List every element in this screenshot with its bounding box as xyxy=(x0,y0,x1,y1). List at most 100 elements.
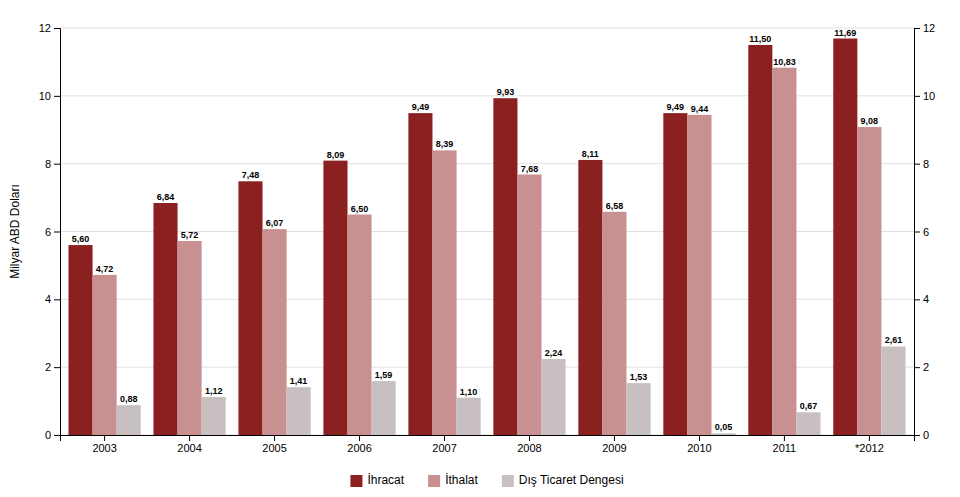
data-label: 11,50 xyxy=(749,34,771,44)
tick-mark xyxy=(54,367,60,368)
tick-mark xyxy=(914,232,920,233)
data-label: 9,44 xyxy=(691,104,709,114)
axis-line xyxy=(61,436,915,442)
tick-label: 2 xyxy=(45,361,51,373)
bar xyxy=(711,433,735,435)
tick-label: 2006 xyxy=(347,442,371,454)
data-label: 0,05 xyxy=(715,422,733,432)
data-label: 10,83 xyxy=(773,57,796,67)
legend-label: İthalat xyxy=(445,473,478,487)
tick-label: 2009 xyxy=(602,442,626,454)
data-label: 6,07 xyxy=(266,218,284,228)
tick-mark xyxy=(104,435,105,441)
axis-line xyxy=(54,29,61,436)
data-label: 1,10 xyxy=(460,387,478,397)
tick-mark xyxy=(54,164,60,165)
tick-label: 4 xyxy=(923,293,929,305)
bar xyxy=(238,181,262,435)
bar xyxy=(796,412,820,435)
tick-label: 2011 xyxy=(773,442,797,454)
tick-label: 2007 xyxy=(432,442,456,454)
data-label: 1,12 xyxy=(205,386,223,396)
tick: 10 xyxy=(914,90,935,102)
plot: 5,606,847,488,099,499,938,119,4911,5011,… xyxy=(39,22,936,454)
legend-item: Dış Ticaret Dengesi xyxy=(502,473,624,487)
tick-label: 2005 xyxy=(262,442,286,454)
tick: 12 xyxy=(914,22,935,34)
bar xyxy=(347,215,371,435)
tick-label: 8 xyxy=(923,158,929,170)
data-label: 9,49 xyxy=(667,102,685,112)
data-label: 0,88 xyxy=(120,394,138,404)
tick-mark xyxy=(699,435,700,441)
bar xyxy=(857,127,881,435)
tick: 2010 xyxy=(687,435,711,454)
tick: 0 xyxy=(914,429,929,441)
bar xyxy=(542,359,566,435)
bar xyxy=(408,113,432,435)
data-label: 6,58 xyxy=(606,201,624,211)
chart: 5,606,847,488,099,499,938,119,4911,5011,… xyxy=(0,0,960,497)
bar xyxy=(263,229,287,435)
data-label: 11,69 xyxy=(834,28,856,38)
data-label: 1,41 xyxy=(290,376,308,386)
tick-mark xyxy=(359,435,360,441)
x-axis: 2003 2004 2005 2006 2007 2008 2009 2010 2011 *201… xyxy=(61,435,915,454)
bar xyxy=(287,387,311,435)
tick-mark xyxy=(189,435,190,441)
legend-swatch xyxy=(428,475,440,487)
bar xyxy=(833,39,857,435)
tick-mark xyxy=(444,435,445,441)
bar xyxy=(493,98,517,435)
data-label: 2,61 xyxy=(885,335,903,345)
tick-mark xyxy=(869,435,870,441)
tick-label: 2008 xyxy=(517,442,541,454)
data-label: 6,50 xyxy=(351,204,369,214)
bar xyxy=(432,150,456,435)
tick: 2005 xyxy=(262,435,286,454)
bar xyxy=(117,405,141,435)
tick: 2004 xyxy=(177,435,201,454)
y2-axis: 0 2 4 6 8 10 12 xyxy=(914,22,935,441)
bar xyxy=(602,212,626,435)
data-label: 5,72 xyxy=(181,230,199,240)
data-label: 7,48 xyxy=(242,170,260,180)
tick: 6 xyxy=(914,226,929,238)
legend-item: İhracat xyxy=(350,473,404,487)
tick-label: 0 xyxy=(45,429,51,441)
legend: İhracat İthalat Dış Ticaret Dengesi xyxy=(350,473,623,487)
tick: 4 xyxy=(914,293,929,305)
bars xyxy=(68,39,905,435)
tick-mark xyxy=(614,435,615,441)
legend-swatch xyxy=(502,475,514,487)
bar xyxy=(457,398,481,435)
grid xyxy=(60,28,914,435)
tick: 12 xyxy=(39,22,60,34)
bar xyxy=(68,245,92,435)
tick-label: 2003 xyxy=(92,442,116,454)
bar xyxy=(663,113,687,435)
data-label: 9,93 xyxy=(497,87,515,97)
tick-label: *2012 xyxy=(855,442,884,454)
tick-label: 2 xyxy=(923,361,929,373)
bar xyxy=(772,68,796,435)
legend-label: Dış Ticaret Dengesi xyxy=(519,473,624,487)
tick-mark xyxy=(914,435,920,436)
tick-mark xyxy=(54,96,60,97)
tick: 8 xyxy=(914,158,929,170)
bar xyxy=(372,381,396,435)
bar xyxy=(202,397,226,435)
tick-label: 12 xyxy=(923,22,935,34)
legend-swatch xyxy=(350,475,362,487)
bar xyxy=(517,175,541,435)
tick-label: 10 xyxy=(923,90,935,102)
data-label: 9,08 xyxy=(861,116,879,126)
tick: *2012 xyxy=(855,435,884,454)
y-axis: 024681012 xyxy=(39,22,61,441)
data-label: 5,60 xyxy=(72,234,90,244)
tick-mark xyxy=(914,28,920,29)
bar xyxy=(153,203,177,435)
bar xyxy=(93,275,117,435)
tick: 2011 xyxy=(773,435,797,454)
data-labels: 5,606,847,488,099,499,938,119,4911,5011,… xyxy=(72,28,902,433)
